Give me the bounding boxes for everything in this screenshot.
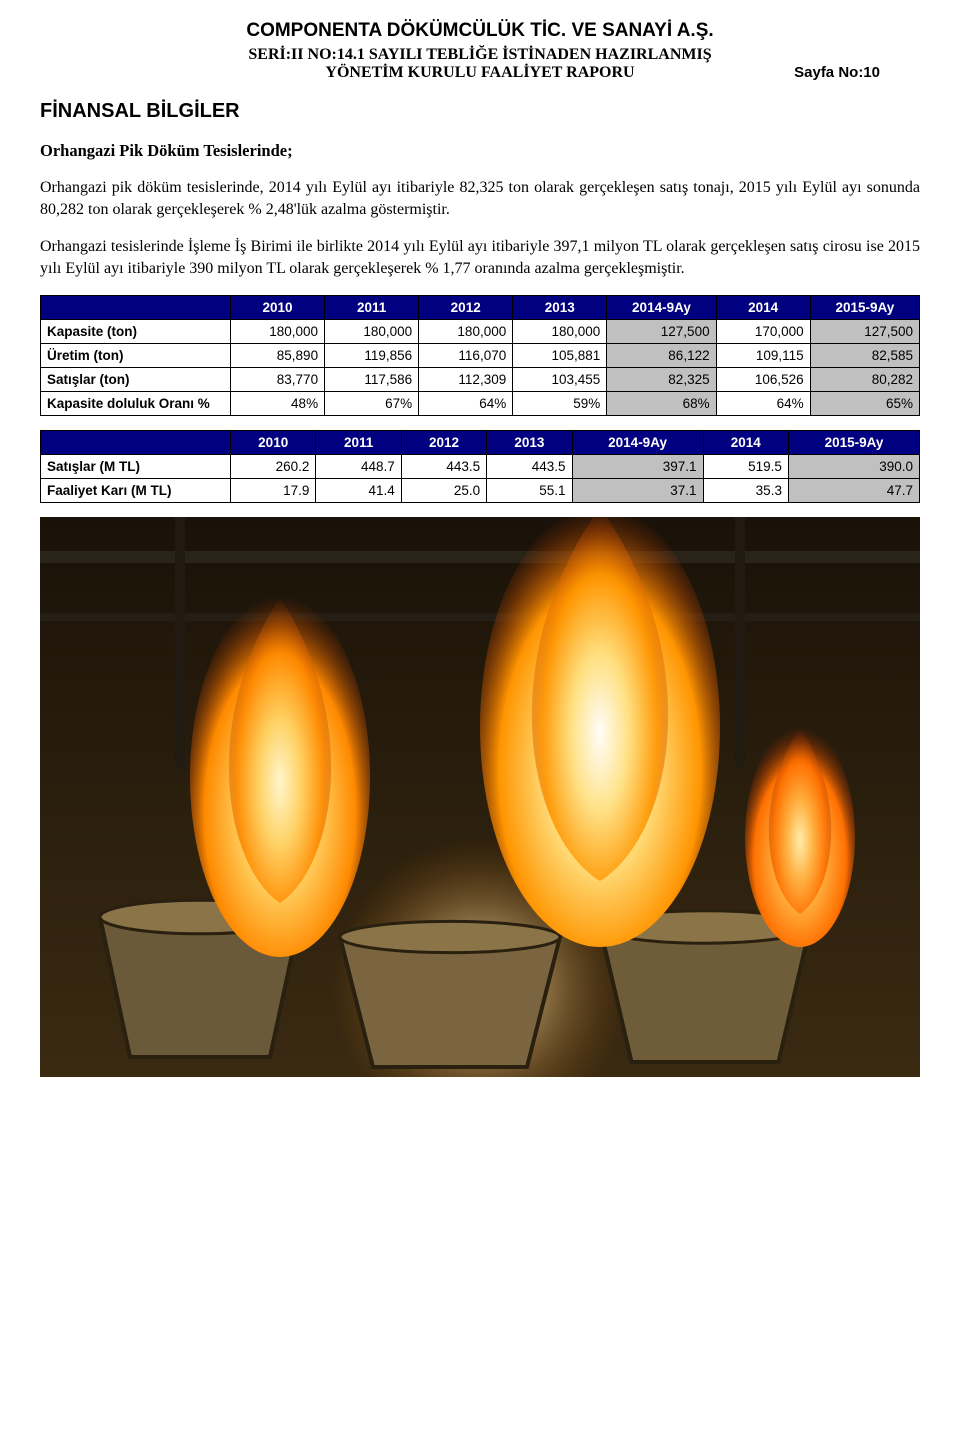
cell: 68%: [607, 392, 716, 416]
table-row: Üretim (ton)85,890119,856116,070105,8818…: [41, 344, 920, 368]
col-header: 2015-9Ay: [810, 296, 919, 320]
table-row: Faaliyet Karı (M TL)17.941.425.055.137.1…: [41, 479, 920, 503]
paragraph-1: Orhangazi pik döküm tesislerinde, 2014 y…: [40, 177, 920, 220]
col-header: 2015-9Ay: [788, 431, 919, 455]
cell: 180,000: [325, 320, 419, 344]
row-label: Üretim (ton): [41, 344, 231, 368]
cell: 64%: [419, 392, 513, 416]
cell: 103,455: [513, 368, 607, 392]
col-header: 2014-9Ay: [572, 431, 703, 455]
col-header: 2013: [487, 431, 572, 455]
cell: 86,122: [607, 344, 716, 368]
col-header: 2011: [316, 431, 401, 455]
cell: 35.3: [703, 479, 788, 503]
doc-subtitle-line1: SERİ:II NO:14.1 SAYILI TEBLİĞE İSTİNADEN…: [40, 46, 920, 64]
col-header: 2014: [716, 296, 810, 320]
page-number: Sayfa No:10: [794, 64, 880, 81]
col-header: 2014-9Ay: [607, 296, 716, 320]
cell: 105,881: [513, 344, 607, 368]
cell: 85,890: [231, 344, 325, 368]
financial-table: 20102011201220132014-9Ay20142015-9AySatı…: [40, 430, 920, 503]
cell: 397.1: [572, 455, 703, 479]
cell: 41.4: [316, 479, 401, 503]
cell: 519.5: [703, 455, 788, 479]
cell: 37.1: [572, 479, 703, 503]
cell: 443.5: [401, 455, 486, 479]
table-row: Satışlar (M TL)260.2448.7443.5443.5397.1…: [41, 455, 920, 479]
foundry-image: [40, 517, 920, 1077]
production-table: 20102011201220132014-9Ay20142015-9AyKapa…: [40, 295, 920, 416]
cell: 65%: [810, 392, 919, 416]
table-row: Kapasite doluluk Oranı %48%67%64%59%68%6…: [41, 392, 920, 416]
col-header: 2012: [401, 431, 486, 455]
row-label: Satışlar (M TL): [41, 455, 231, 479]
cell: 25.0: [401, 479, 486, 503]
col-header: [41, 431, 231, 455]
subheading: Orhangazi Pik Döküm Tesislerinde;: [40, 141, 920, 161]
cell: 170,000: [716, 320, 810, 344]
col-header: 2011: [325, 296, 419, 320]
cell: 82,585: [810, 344, 919, 368]
cell: 64%: [716, 392, 810, 416]
table-row: Satışlar (ton)83,770117,586112,309103,45…: [41, 368, 920, 392]
cell: 117,586: [325, 368, 419, 392]
section-title: FİNANSAL BİLGİLER: [40, 100, 920, 123]
row-label: Kapasite (ton): [41, 320, 231, 344]
cell: 67%: [325, 392, 419, 416]
col-header: 2012: [419, 296, 513, 320]
col-header: [41, 296, 231, 320]
cell: 180,000: [231, 320, 325, 344]
table-row: Kapasite (ton)180,000180,000180,000180,0…: [41, 320, 920, 344]
cell: 127,500: [810, 320, 919, 344]
cell: 448.7: [316, 455, 401, 479]
col-header: 2014: [703, 431, 788, 455]
cell: 180,000: [419, 320, 513, 344]
row-label: Kapasite doluluk Oranı %: [41, 392, 231, 416]
cell: 48%: [231, 392, 325, 416]
cell: 17.9: [231, 479, 316, 503]
cell: 47.7: [788, 479, 919, 503]
col-header: 2010: [231, 431, 316, 455]
cell: 116,070: [419, 344, 513, 368]
doc-subtitle-line2: YÖNETİM KURULU FAALİYET RAPORU: [40, 64, 920, 82]
cell: 80,282: [810, 368, 919, 392]
cell: 112,309: [419, 368, 513, 392]
col-header: 2010: [231, 296, 325, 320]
cell: 443.5: [487, 455, 572, 479]
cell: 55.1: [487, 479, 572, 503]
cell: 82,325: [607, 368, 716, 392]
cell: 127,500: [607, 320, 716, 344]
cell: 106,526: [716, 368, 810, 392]
cell: 180,000: [513, 320, 607, 344]
cell: 59%: [513, 392, 607, 416]
cell: 260.2: [231, 455, 316, 479]
cell: 109,115: [716, 344, 810, 368]
cell: 390.0: [788, 455, 919, 479]
paragraph-2: Orhangazi tesislerinde İşleme İş Birimi …: [40, 236, 920, 279]
cell: 119,856: [325, 344, 419, 368]
company-title: COMPONENTA DÖKÜMCÜLÜK TİC. VE SANAYİ A.Ş…: [40, 20, 920, 42]
cell: 83,770: [231, 368, 325, 392]
row-label: Satışlar (ton): [41, 368, 231, 392]
row-label: Faaliyet Karı (M TL): [41, 479, 231, 503]
col-header: 2013: [513, 296, 607, 320]
